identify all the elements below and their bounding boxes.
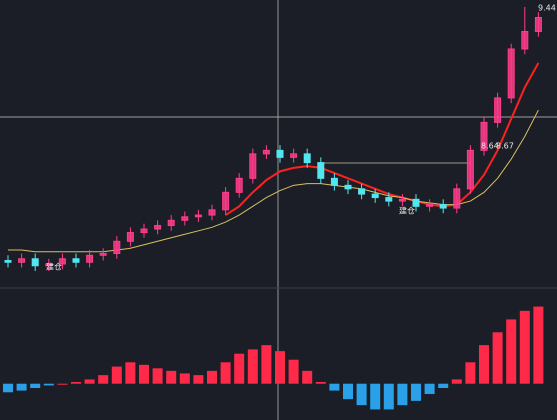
- osc-bar: [30, 383, 41, 388]
- annotation: 8.64: [481, 142, 499, 151]
- candle-body: [317, 162, 325, 179]
- candle-body: [534, 16, 542, 32]
- candle-body: [262, 149, 270, 155]
- candle-body: [167, 219, 175, 227]
- annotation: 8.67: [496, 142, 514, 151]
- candle-body: [521, 30, 529, 50]
- osc-bar: [179, 373, 190, 384]
- candle-body: [31, 258, 39, 267]
- osc-bar: [370, 383, 381, 410]
- candle-body: [194, 214, 202, 218]
- osc-bar: [519, 310, 530, 384]
- osc-bar: [465, 362, 476, 384]
- candle-body: [72, 258, 80, 263]
- annotation: 建仓: [46, 262, 62, 272]
- candle-body: [222, 191, 230, 211]
- candle-body: [330, 177, 338, 186]
- osc-bar: [3, 383, 13, 393]
- osc-bar: [411, 383, 421, 401]
- osc-bar: [397, 383, 408, 406]
- candle-body: [358, 188, 366, 195]
- osc-bar: [152, 368, 163, 384]
- candle-body: [45, 263, 53, 267]
- candle-body: [86, 254, 94, 263]
- ma-line: [8, 109, 539, 253]
- osc-bar: [16, 383, 27, 391]
- candle-body: [466, 149, 474, 190]
- candle-body: [412, 198, 420, 207]
- osc-bar: [247, 349, 258, 384]
- osc-bar: [125, 362, 136, 384]
- osc-bar: [506, 319, 517, 384]
- candle-body: [453, 188, 461, 209]
- osc-bar: [193, 375, 204, 384]
- osc-bar: [207, 370, 217, 384]
- candle-body: [154, 225, 162, 230]
- candle-body: [140, 228, 148, 234]
- osc-bar: [98, 375, 109, 384]
- osc-bar: [71, 382, 81, 384]
- osc-bar: [84, 379, 95, 384]
- osc-bar: [383, 383, 394, 410]
- candle-body: [249, 153, 257, 179]
- osc-bar: [533, 306, 544, 384]
- osc-bar: [43, 383, 54, 386]
- candle-body: [181, 216, 189, 221]
- candle-body: [385, 197, 393, 202]
- osc-bar: [315, 382, 326, 384]
- osc-bar: [302, 370, 313, 384]
- osc-bar: [261, 345, 272, 384]
- candle-body: [290, 153, 298, 158]
- osc-bar: [451, 379, 462, 384]
- candle-body: [426, 204, 434, 207]
- candle-body: [4, 260, 12, 263]
- candle-body: [126, 232, 134, 242]
- candle-body: [303, 153, 311, 164]
- osc-bar: [343, 383, 353, 400]
- candle-body: [276, 149, 284, 158]
- candle-body: [235, 177, 243, 193]
- osc-bar: [438, 383, 449, 388]
- osc-bar: [329, 383, 340, 391]
- candle-body: [480, 121, 488, 151]
- candle-body: [494, 97, 502, 123]
- osc-bar: [111, 366, 122, 384]
- osc-bar: [166, 370, 177, 384]
- candle-body: [99, 253, 107, 256]
- osc-bar: [57, 383, 68, 385]
- candle-body: [18, 258, 26, 263]
- osc-bar: [356, 383, 367, 406]
- candle-body: [439, 204, 447, 209]
- osc-bar: [234, 353, 245, 384]
- candle-body: [398, 198, 406, 202]
- candle-body: [344, 184, 352, 190]
- candle-body: [371, 193, 379, 199]
- annotation: 9.44: [538, 4, 556, 13]
- osc-bar: [479, 345, 489, 384]
- candle-body: [507, 48, 515, 99]
- candle-body: [58, 258, 66, 265]
- osc-bar: [424, 383, 435, 394]
- ma-line: [225, 62, 540, 216]
- osc-bar: [139, 364, 149, 384]
- osc-bar: [275, 351, 285, 384]
- osc-bar: [220, 362, 231, 384]
- candle-body: [113, 240, 121, 255]
- candle-body: [208, 209, 216, 216]
- osc-bar: [492, 332, 503, 384]
- osc-bar: [288, 359, 299, 384]
- annotation: 建仓: [399, 206, 415, 216]
